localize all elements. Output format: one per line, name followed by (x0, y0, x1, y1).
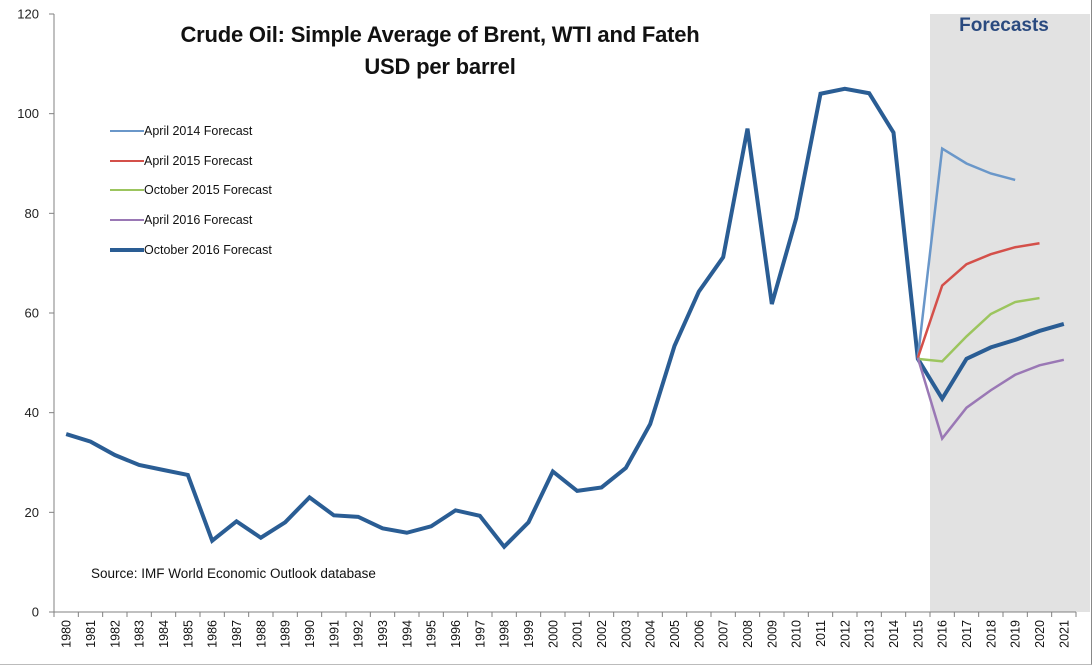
x-tick-label: 1981 (84, 620, 98, 648)
forecast-region (930, 14, 1090, 612)
y-tick-label: 0 (32, 605, 39, 620)
legend-swatch-icon (110, 189, 144, 192)
x-tick-label: 2020 (1033, 620, 1047, 648)
x-tick-label: 1989 (279, 620, 293, 648)
x-tick-label: 2009 (765, 620, 779, 648)
legend-label: October 2015 Forecast (144, 183, 272, 198)
legend-item: April 2016 Forecast (110, 205, 272, 235)
source-note: Source: IMF World Economic Outlook datab… (91, 566, 376, 581)
legend-swatch-icon (110, 129, 144, 132)
legend-item: October 2015 Forecast (110, 176, 272, 206)
x-tick-label: 2014 (887, 620, 901, 648)
x-tick-label: 1980 (60, 620, 74, 648)
forecast-region-label: Forecasts (959, 15, 1049, 36)
x-tick-label: 2015 (911, 620, 925, 648)
legend-item: April 2015 Forecast (110, 146, 272, 176)
x-tick-label: 2018 (984, 620, 998, 648)
legend-swatch-icon (110, 159, 144, 162)
x-tick-label: 1985 (181, 620, 195, 648)
x-tick-label: 2016 (936, 620, 950, 648)
x-tick-label: 1988 (254, 620, 268, 648)
series-line (916, 146, 1016, 358)
y-tick-label: 120 (17, 7, 39, 22)
series-line (917, 296, 1040, 363)
x-tick-label: 1993 (376, 620, 390, 648)
x-tick-label: 1992 (352, 620, 366, 648)
x-tick-label: 2017 (960, 620, 974, 648)
x-tick-label: 1982 (108, 620, 122, 648)
x-tick-label: 1994 (400, 620, 414, 648)
x-tick-label: 1999 (522, 620, 536, 648)
x-tick-label: 2007 (717, 620, 731, 648)
x-tick-label: 2010 (790, 620, 804, 648)
legend-swatch-icon (110, 219, 144, 222)
series-line (916, 241, 1040, 359)
y-tick-label: 20 (25, 505, 39, 520)
x-tick-label: 2000 (546, 620, 560, 648)
legend-swatch-icon (110, 248, 144, 253)
x-tick-label: 2002 (595, 620, 609, 648)
x-tick-label: 1984 (157, 620, 171, 648)
x-tick-label: 2012 (838, 620, 852, 648)
x-tick-label: 2004 (644, 620, 658, 648)
x-tick-label: 1990 (303, 620, 317, 648)
legend-item: October 2016 Forecast (110, 235, 272, 265)
y-tick-label: 40 (25, 405, 39, 420)
x-tick-label: 1987 (230, 620, 244, 648)
x-tick-label: 1996 (449, 620, 463, 648)
x-tick-label: 1995 (425, 620, 439, 648)
x-tick-label: 2003 (619, 620, 633, 648)
x-tick-label: 2001 (571, 620, 585, 648)
x-tick-label: 2013 (863, 620, 877, 648)
y-tick-label: 80 (25, 206, 39, 221)
legend: April 2014 Forecast April 2015 Forecast … (110, 116, 272, 265)
x-tick-label: 1986 (206, 620, 220, 648)
x-tick-label: 1997 (473, 620, 487, 648)
y-tick-label: 100 (17, 106, 39, 121)
x-tick-label: 1991 (327, 620, 341, 648)
y-tick-label: 60 (25, 306, 39, 321)
x-tick-label: 2006 (692, 620, 706, 648)
series-line (916, 357, 1065, 442)
legend-label: October 2016 Forecast (144, 243, 272, 258)
x-tick-label: 2019 (1009, 620, 1023, 648)
legend-label: April 2015 Forecast (144, 153, 253, 168)
x-tick-label: 2021 (1057, 620, 1071, 648)
series-line (65, 86, 1065, 550)
x-tick-label: 2011 (814, 620, 828, 647)
legend-label: April 2016 Forecast (144, 213, 253, 228)
chart-subtitle: USD per barrel (364, 54, 516, 79)
chart-title: Crude Oil: Simple Average of Brent, WTI … (180, 22, 700, 47)
x-tick-label: 1998 (498, 620, 512, 648)
legend-label: April 2014 Forecast (144, 123, 253, 138)
x-tick-label: 2005 (668, 620, 682, 648)
x-tick-label: 2008 (741, 620, 755, 648)
legend-item: April 2014 Forecast (110, 116, 272, 146)
x-tick-label: 1983 (133, 620, 147, 648)
